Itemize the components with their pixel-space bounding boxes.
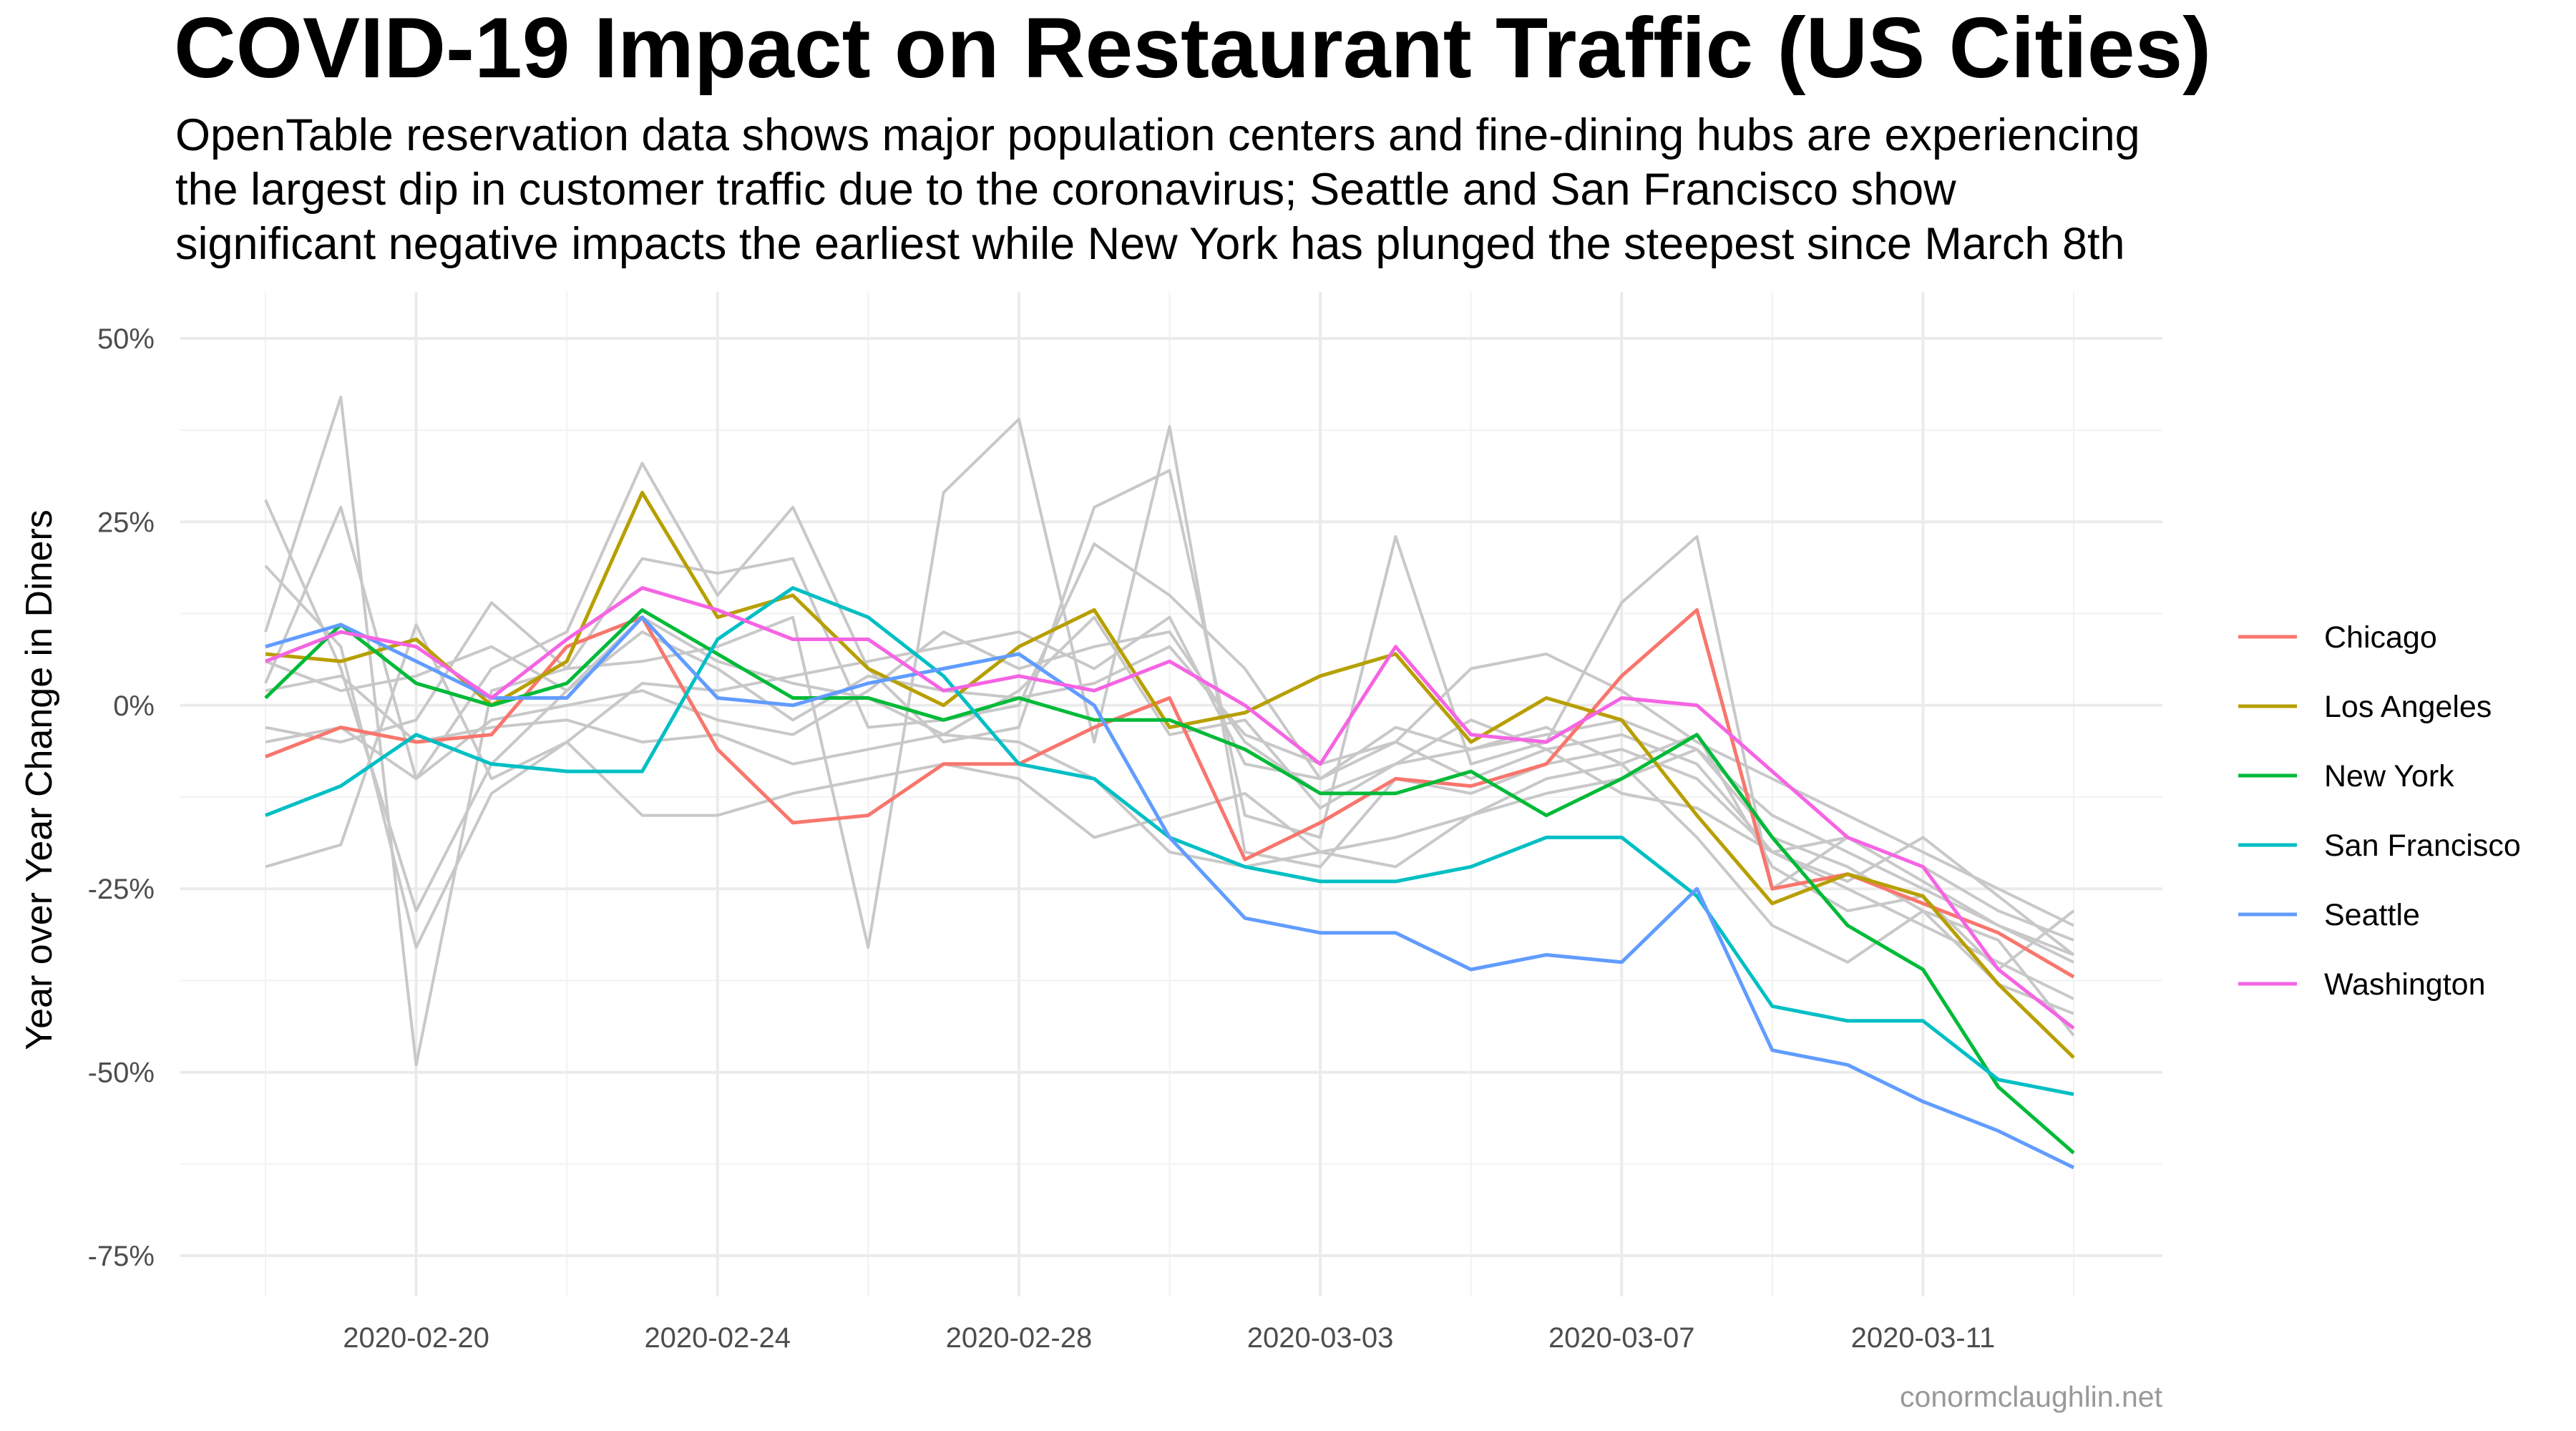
highlight-series <box>264 490 2075 1170</box>
chart-caption: conormclaughlin.net <box>1900 1380 2163 1413</box>
y-axis-label: Year over Year Change in Diners <box>19 509 60 1050</box>
chart-subtitle-line-2: the largest dip in customer traffic due … <box>175 165 1956 215</box>
grid <box>180 292 2162 1296</box>
legend-label-chicago: Chicago <box>2324 620 2437 655</box>
background-line-9 <box>265 615 2075 957</box>
x-tick-label: 2020-03-07 <box>1548 1322 1695 1354</box>
x-axis-ticks: 2020-02-20 2020-02-24 2020-02-28 2020-03-03… <box>343 1322 1995 1354</box>
x-tick-label: 2020-03-11 <box>1851 1322 1996 1354</box>
y-axis-ticks: 50% 25% 0% -25% -50% -75% <box>88 323 155 1272</box>
legend-label-los-angeles: Los Angeles <box>2324 690 2492 724</box>
series-line-chicago <box>265 608 2075 979</box>
legend: Chicago Los Angeles New York San Francisco S… <box>2238 620 2521 1002</box>
x-tick-label: 2020-02-24 <box>644 1322 791 1354</box>
legend-label-seattle: Seattle <box>2324 898 2420 932</box>
series-line-washington <box>265 586 2075 1030</box>
legend-label-new-york: New York <box>2324 759 2454 793</box>
y-tick-label: 0% <box>113 690 155 722</box>
x-tick-label: 2020-02-28 <box>946 1322 1093 1354</box>
series-line-seattle <box>265 615 2075 1170</box>
series-line-new-york <box>264 608 2075 1155</box>
y-tick-label: 25% <box>97 507 155 538</box>
chart-subtitle-line-1: OpenTable reservation data shows major p… <box>175 110 2140 160</box>
y-tick-label: 50% <box>97 323 155 355</box>
x-tick-label: 2020-03-03 <box>1247 1322 1394 1354</box>
y-tick-label: -25% <box>88 874 155 905</box>
background-line-6 <box>265 542 2074 927</box>
background-line-8 <box>265 630 2075 971</box>
background-line-3 <box>265 623 2074 1015</box>
y-tick-label: -50% <box>88 1058 155 1089</box>
legend-label-san-francisco: San Francisco <box>2324 829 2521 863</box>
legend-label-washington: Washington <box>2324 967 2485 1002</box>
chart-title: COVID-19 Impact on Restaurant Traffic (U… <box>174 0 2211 96</box>
x-tick-label: 2020-02-20 <box>343 1322 489 1354</box>
y-tick-label: -75% <box>88 1241 155 1272</box>
chart-subtitle-line-3: significant negative impacts the earlies… <box>175 219 2125 269</box>
series-line-los-angeles <box>265 490 2075 1059</box>
